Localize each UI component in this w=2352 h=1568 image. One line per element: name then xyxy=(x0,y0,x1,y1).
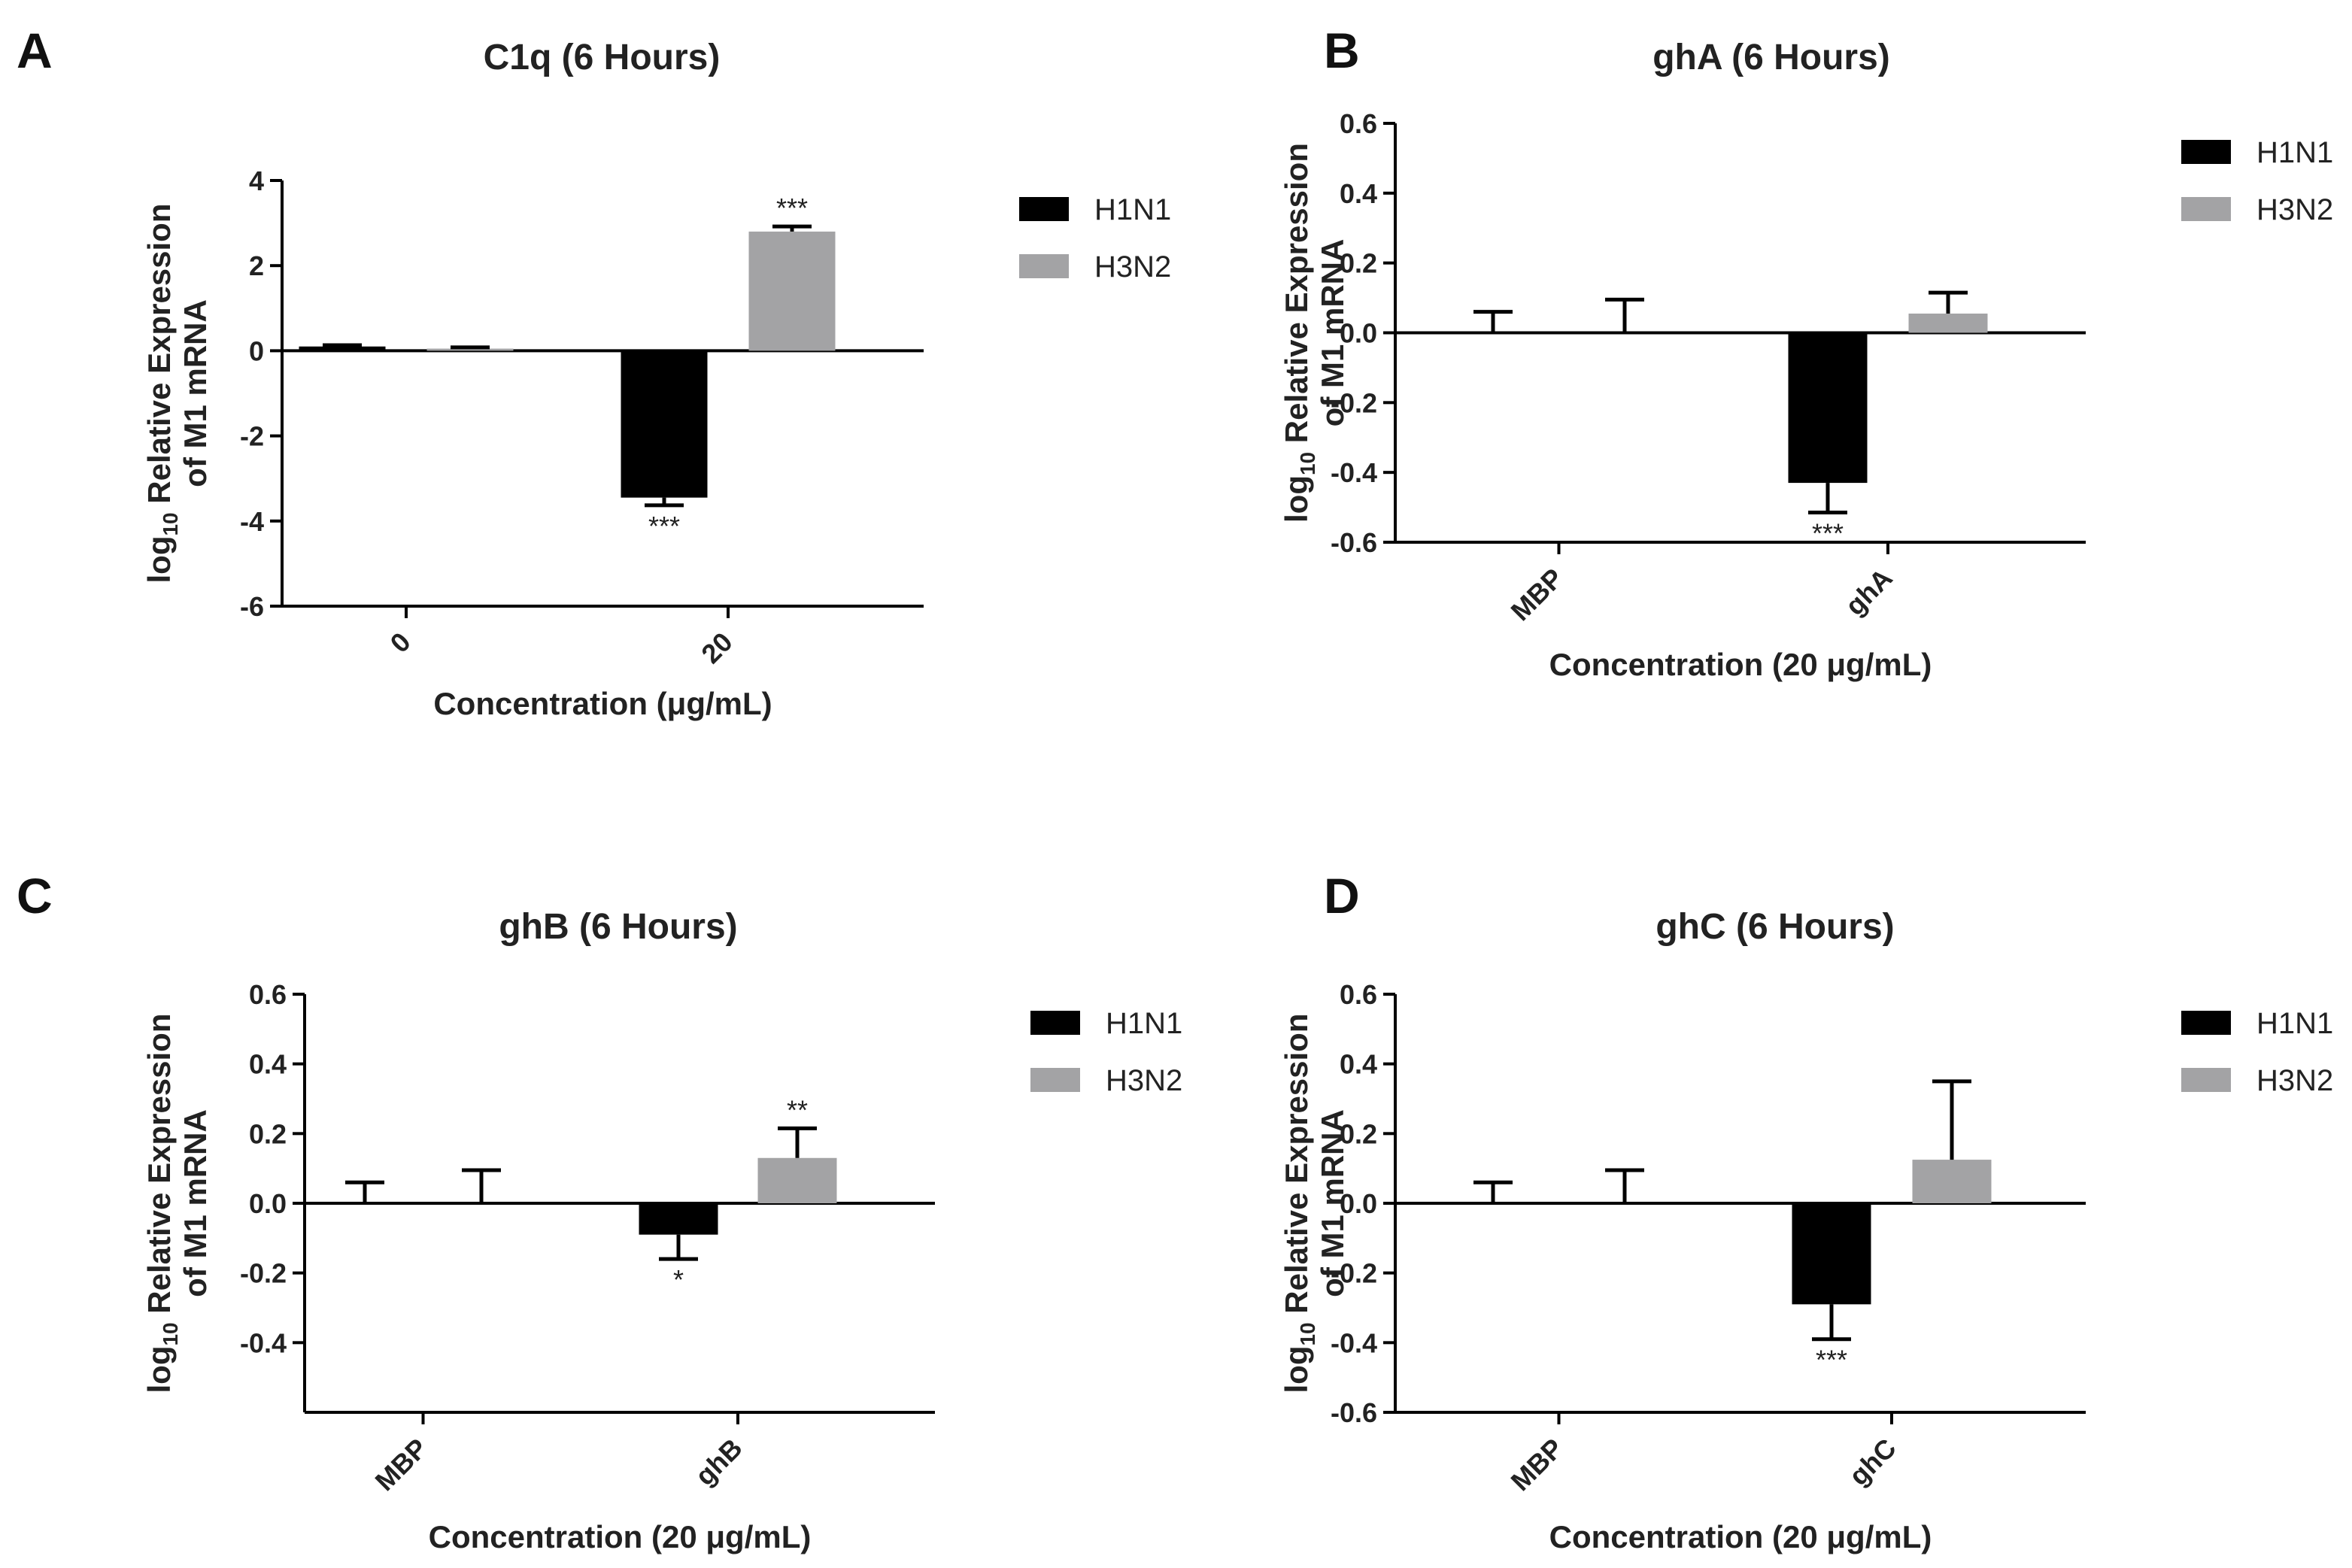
panel-d-y-tick-label: 0.4 xyxy=(1340,1049,1377,1080)
panel-d-y-tick-label: 0.2 xyxy=(1340,1118,1377,1149)
panel-a-y-tick-label: 2 xyxy=(249,250,264,281)
panel-c-legend-swatch-h1n1 xyxy=(1030,1011,1080,1035)
panel-d-y-tick-label: -0.6 xyxy=(1331,1397,1377,1428)
panel-a-title: C1q (6 Hours) xyxy=(484,38,721,77)
panel-d-letter: D xyxy=(1324,868,1360,924)
panel-a-letter: A xyxy=(17,23,53,78)
panel-d-y-tick-label: -0.2 xyxy=(1331,1258,1377,1289)
panel-b-bar-h3n2-gha xyxy=(1908,313,1988,333)
panel-d-title: ghC (6 Hours) xyxy=(1656,907,1894,947)
panel-c-significance: ** xyxy=(787,1094,808,1125)
panel-c-legend-label-h3n2: H3N2 xyxy=(1106,1064,1182,1097)
panel-a-y-tick-label: 4 xyxy=(249,165,264,196)
panel-b-legend-label-h1n1: H1N1 xyxy=(2256,136,2333,169)
panel-b-legend-swatch-h3n2 xyxy=(2181,197,2231,221)
panel-b-y-tick-label: -0.4 xyxy=(1331,457,1377,488)
panel-c-y-tick-label: 0.4 xyxy=(249,1049,287,1080)
panel-d-x-label: Concentration (20 μg/mL) xyxy=(1549,1519,1932,1554)
panel-b-title: ghA (6 Hours) xyxy=(1652,38,1890,77)
panel-d-y-tick-label: -0.4 xyxy=(1331,1327,1377,1358)
panel-c-bar-h1n1-ghb xyxy=(639,1203,718,1235)
panel-c-legend-swatch-h3n2 xyxy=(1030,1068,1080,1092)
panel-b-y-tick-label: 0.6 xyxy=(1340,108,1377,139)
panel-c-title: ghB (6 Hours) xyxy=(499,907,737,947)
panel-a-significance: *** xyxy=(776,193,808,223)
panel-c-letter: C xyxy=(17,868,53,924)
panel-a-legend-swatch-h3n2 xyxy=(1019,254,1069,278)
panel-d-legend-label-h3n2: H3N2 xyxy=(2256,1064,2333,1097)
panel-b-y-label: log10 Relative Expression xyxy=(1279,143,1319,523)
panel-a-y-tick-label: -6 xyxy=(240,591,264,622)
panel-a-bar-h1n1-0 xyxy=(299,346,386,351)
panel-d-y-label: log10 Relative Expression xyxy=(1279,1014,1319,1394)
panel-a-legend-label-h3n2: H3N2 xyxy=(1094,250,1171,284)
panel-c-y-label: log10 Relative Expression xyxy=(141,1014,182,1394)
panel-a-y-tick-label: -2 xyxy=(240,421,264,452)
panel-c-y-tick-label: 0.6 xyxy=(249,979,287,1010)
panel-a-bar-h1n1-20 xyxy=(621,350,708,498)
panel-b-bar-h1n1-gha xyxy=(1788,332,1868,484)
panel-d-legend-swatch-h1n1 xyxy=(2181,1011,2231,1035)
panel-c-y-tick-label: -0.4 xyxy=(240,1327,287,1358)
panel-c-bar-h3n2-ghb xyxy=(757,1157,837,1203)
panel-b-y-label-line2: of M1 mRNA xyxy=(1315,239,1350,427)
panel-a-legend-swatch-h1n1 xyxy=(1019,197,1069,221)
panel-d-bar-h3n2-ghc xyxy=(1912,1160,1992,1203)
panel-d-legend-swatch-h3n2 xyxy=(2181,1068,2231,1092)
panel-c-legend-label-h1n1: H1N1 xyxy=(1106,1007,1182,1040)
panel-b-y-tick-label: 0.0 xyxy=(1340,318,1377,349)
panel-c-significance: * xyxy=(673,1264,684,1295)
panel-d-y-label-line2: of M1 mRNA xyxy=(1315,1109,1350,1297)
panel-a-y-label: log10 Relative Expression xyxy=(141,204,182,584)
panel-c-y-tick-label: -0.2 xyxy=(240,1258,287,1289)
panel-a-bar-h3n2-0 xyxy=(426,348,514,351)
panel-b-y-tick-label: 0.4 xyxy=(1340,178,1377,209)
panel-b-y-tick-label: -0.2 xyxy=(1331,387,1377,418)
panel-a-legend-label-h1n1: H1N1 xyxy=(1094,193,1171,226)
panel-c-y-label-line2: of M1 mRNA xyxy=(178,1109,213,1297)
panel-a-x-label: Concentration (μg/mL) xyxy=(433,686,772,721)
panel-a-bar-h3n2-20 xyxy=(748,231,836,351)
panel-a-y-tick-label: 0 xyxy=(249,335,264,366)
panel-d-legend-label-h1n1: H1N1 xyxy=(2256,1007,2333,1040)
panel-b-y-tick-label: 0.2 xyxy=(1340,248,1377,279)
panel-a-y-label-line2: of M1 mRNA xyxy=(178,299,213,487)
panel-b-significance: *** xyxy=(1812,518,1844,549)
panel-c-x-label: Concentration (20 μg/mL) xyxy=(429,1519,812,1554)
panel-d-bar-h1n1-ghc xyxy=(1792,1203,1871,1305)
panel-d-y-tick-label: 0.6 xyxy=(1340,979,1377,1010)
panel-d-y-tick-label: 0.0 xyxy=(1340,1188,1377,1219)
panel-c-y-tick-label: 0.2 xyxy=(249,1118,287,1149)
panel-b-y-tick-label: -0.6 xyxy=(1331,527,1377,558)
panel-b-legend-label-h3n2: H3N2 xyxy=(2256,193,2333,226)
panel-b-x-label: Concentration (20 μg/mL) xyxy=(1549,647,1932,682)
panel-d-significance: *** xyxy=(1816,1345,1847,1375)
panel-b-legend-swatch-h1n1 xyxy=(2181,140,2231,164)
panel-b-letter: B xyxy=(1324,23,1360,78)
panel-c-y-tick-label: 0.0 xyxy=(249,1188,287,1219)
panel-a-significance: *** xyxy=(648,511,680,541)
panel-a-y-tick-label: -4 xyxy=(240,506,264,537)
